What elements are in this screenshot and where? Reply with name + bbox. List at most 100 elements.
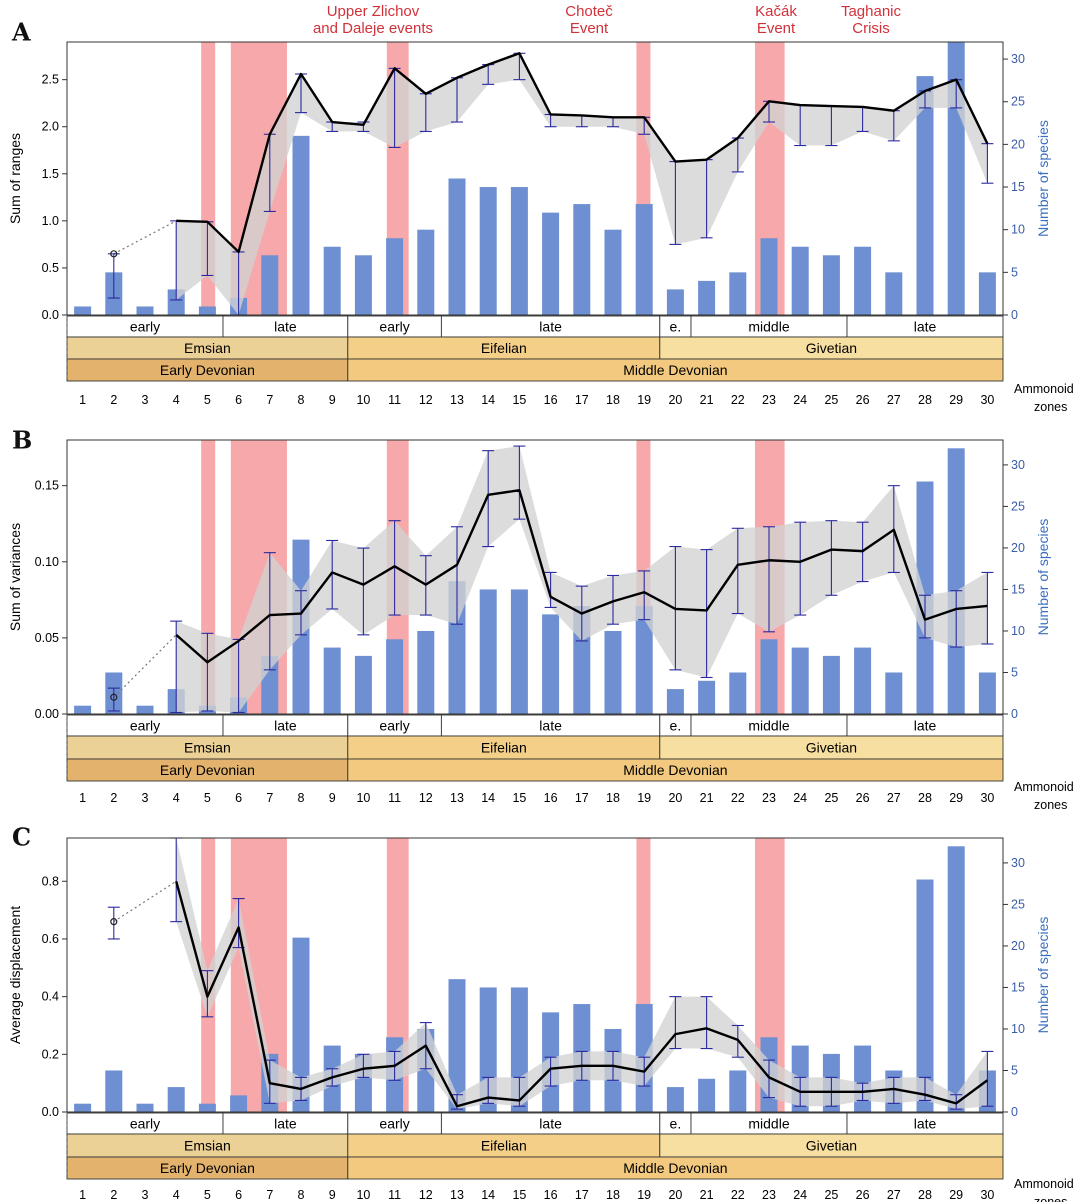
substage-label: late [914, 718, 937, 734]
event-label: Event [570, 20, 609, 37]
species-bar [698, 680, 716, 714]
panel-letter: A [11, 17, 31, 46]
y-tick-label: 0.5 [42, 261, 59, 275]
zone-number: 4 [173, 1188, 180, 1202]
plot-frame [66, 439, 1004, 715]
zone-number: 22 [731, 1188, 745, 1202]
species-bar [573, 204, 591, 315]
species-bar [822, 255, 840, 315]
y-tick-label: 0.0 [42, 308, 59, 322]
species-bar [947, 448, 965, 714]
y-tick-label: 2.0 [42, 120, 59, 134]
isolated-point [110, 693, 118, 701]
zone-number: 3 [142, 1188, 149, 1202]
species-bar [729, 272, 747, 315]
species-bar [760, 639, 778, 714]
zone-number: 13 [450, 393, 464, 407]
species-bar [292, 135, 310, 315]
species-bar [791, 647, 809, 714]
zone-number: 27 [887, 791, 901, 805]
species-bar [74, 306, 92, 315]
series [347, 1156, 1004, 1180]
metric-line [175, 489, 988, 664]
substage-label: e. [670, 319, 682, 335]
species-bar [947, 846, 965, 1112]
substage-label: e. [670, 1116, 682, 1132]
y-right-tick-label: 5 [1011, 1063, 1018, 1077]
species-bar [635, 204, 653, 315]
y-right-tick-label: 30 [1011, 52, 1025, 66]
zone-number: 24 [793, 791, 807, 805]
substage-label: late [539, 319, 562, 335]
zone-number: 7 [266, 791, 273, 805]
isolated-point [110, 918, 118, 926]
y-right-tick-label: 5 [1011, 665, 1018, 679]
zone-number: 1 [79, 791, 86, 805]
y-tick-label: 1.5 [42, 167, 59, 181]
species-bar [635, 606, 653, 714]
species-bar [74, 1103, 92, 1112]
y-tick-label: 0.05 [35, 631, 59, 645]
zone-number: 8 [298, 791, 305, 805]
y-right-tick-label: 20 [1011, 137, 1025, 151]
substage-label: early [379, 1116, 409, 1132]
zone-number: 6 [235, 393, 242, 407]
y-right-axis-title: Number of species [1035, 120, 1051, 237]
species-bar [791, 246, 809, 315]
stage-label: Emsian [184, 340, 231, 356]
y-right-tick-label: 15 [1011, 180, 1025, 194]
species-bar [448, 979, 466, 1112]
zone-number: 8 [298, 1188, 305, 1202]
zone-number: 29 [949, 791, 963, 805]
zone-axis-label: zones [1034, 400, 1067, 414]
zone-number: 14 [481, 1188, 495, 1202]
event-label: Taghanic [841, 3, 902, 20]
species-bar [542, 614, 560, 714]
zone-number: 13 [450, 1188, 464, 1202]
substage-label: late [274, 319, 297, 335]
zone-number: 28 [918, 791, 932, 805]
zone-number: 2 [110, 1188, 117, 1202]
zone-number: 12 [419, 393, 433, 407]
species-bar [885, 672, 903, 714]
zone-number: 16 [544, 393, 558, 407]
series-label: Early Devonian [160, 362, 255, 378]
species-bar [666, 1087, 684, 1112]
event-label: Choteč [565, 3, 613, 20]
species-bar [230, 1095, 248, 1112]
zone-number: 24 [793, 393, 807, 407]
isolated-point [110, 250, 118, 258]
y-right-tick-label: 20 [1011, 541, 1025, 555]
zone-number: 9 [329, 791, 336, 805]
zone-number: 26 [856, 1188, 870, 1202]
species-bar [510, 589, 528, 714]
species-bar [604, 630, 622, 714]
series-label: Early Devonian [160, 762, 255, 778]
species-bar [916, 76, 934, 315]
event-label: Crisis [852, 20, 890, 37]
zone-number: 30 [980, 791, 994, 805]
y-right-tick-label: 0 [1011, 707, 1018, 721]
species-bar [74, 705, 92, 714]
species-bar [136, 306, 154, 315]
y-right-axis-title: Number of species [1035, 917, 1051, 1034]
y-tick-label: 2.5 [42, 73, 59, 87]
zone-axis-label: zones [1034, 798, 1067, 812]
series [347, 358, 1004, 382]
y-right-tick-label: 10 [1011, 223, 1025, 237]
stage-label: Eifelian [481, 340, 527, 356]
zone-number: 19 [637, 791, 651, 805]
y-axis-title: Sum of variances [7, 523, 23, 631]
zone-number: 27 [887, 1188, 901, 1202]
series-label: Early Devonian [160, 1160, 255, 1176]
species-bar [105, 1070, 123, 1112]
zone-number: 6 [235, 791, 242, 805]
series-label: Middle Devonian [623, 1160, 727, 1176]
zone-number: 18 [606, 1188, 620, 1202]
zone-number: 16 [544, 791, 558, 805]
stage-label: Givetian [806, 340, 857, 356]
zone-number: 25 [824, 393, 838, 407]
y-tick-label: 1.0 [42, 214, 59, 228]
zone-number: 29 [949, 1188, 963, 1202]
species-bar [822, 655, 840, 714]
